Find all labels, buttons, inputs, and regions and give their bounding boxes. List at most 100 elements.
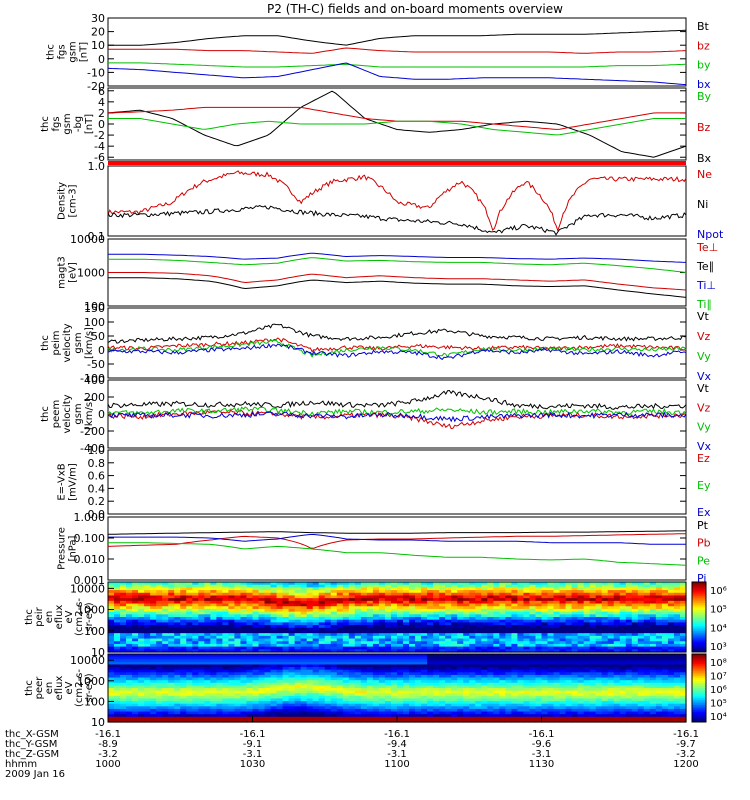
spectrogram-cell: [246, 706, 254, 710]
spectrogram-cell: [336, 598, 344, 602]
spectrogram-cell: [481, 617, 488, 621]
spectrogram-cell: [517, 614, 525, 618]
spectrogram-cell: [288, 584, 296, 588]
spectrogram-cell: [252, 706, 260, 710]
spectrogram-cell: [427, 635, 434, 640]
spectrogram-cell: [180, 617, 187, 621]
spectrogram-cell: [565, 661, 573, 666]
spectrogram-cell: [120, 716, 127, 720]
spectrogram-cell: [547, 619, 555, 623]
spectrogram-cell: [517, 641, 525, 645]
spectrogram-cell: [517, 664, 525, 668]
spectrogram-cell: [601, 669, 609, 673]
spectrogram-cell: [577, 706, 585, 710]
spectrogram-cell: [378, 677, 386, 681]
spectrogram-cell: [511, 641, 519, 645]
spectrogram-cell: [126, 659, 133, 663]
spectrogram-cell: [330, 590, 338, 594]
spectrogram-cell: [421, 677, 428, 681]
spectrogram-cell: [144, 582, 151, 586]
spectrogram-cell: [433, 716, 440, 720]
spectrogram-cell: [174, 654, 181, 658]
spectrogram-cell: [174, 695, 181, 700]
spectrogram-cell: [565, 719, 573, 723]
spectrogram-cell: [523, 677, 531, 681]
spectrogram-cell: [264, 600, 272, 605]
spectrogram-cell: [138, 701, 145, 705]
spectrogram-cell: [384, 682, 392, 686]
spectrogram-cell: [577, 590, 585, 594]
spectrogram-cell: [330, 582, 338, 586]
spectrogram-cell: [348, 617, 356, 621]
spectrogram-cell: [120, 603, 127, 607]
spectrogram-cell: [306, 682, 314, 686]
spectrogram-cell: [348, 716, 356, 720]
spectrogram-cell: [306, 630, 314, 634]
spectrogram-cell: [252, 685, 260, 689]
spectrogram-cell: [384, 708, 392, 713]
spectrogram-cell: [517, 701, 525, 705]
spectrogram-cell: [372, 633, 380, 637]
spectrogram-cell: [366, 608, 374, 613]
y-tick-label: 200: [84, 391, 105, 404]
spectrogram-cell: [487, 603, 494, 607]
spectrogram-cell: [240, 695, 248, 700]
spectrogram-cell: [258, 674, 266, 679]
legend-vy: Vy: [697, 421, 711, 434]
spectrogram-cell: [583, 633, 591, 637]
spectrogram-cell: [288, 649, 296, 653]
spectrogram-cell: [415, 659, 422, 663]
spectrogram-cell: [535, 584, 543, 588]
spectrogram-cell: [384, 685, 392, 689]
spectrogram-cell: [378, 664, 386, 668]
spectrogram-cell: [469, 654, 476, 658]
spectrogram-cell: [463, 719, 470, 723]
spectrogram-cell: [174, 584, 181, 588]
spectrogram-cell: [288, 625, 296, 629]
spectrogram-cell: [481, 592, 488, 597]
spectrogram-cell: [132, 669, 139, 673]
spectrogram-cell: [180, 622, 187, 626]
spectrogram-cell: [300, 603, 308, 607]
spectrogram-cell: [114, 677, 121, 681]
spectrogram-cell: [523, 693, 531, 697]
spectrogram-cell: [138, 714, 145, 718]
spectrogram-cell: [108, 606, 115, 610]
spectrogram-cell: [276, 688, 284, 692]
spectrogram-cell: [517, 714, 525, 718]
spectrogram-cell: [354, 701, 362, 705]
spectrogram-cell: [541, 584, 549, 588]
spectrogram-cell: [553, 661, 561, 666]
spectrogram-cell: [252, 641, 260, 645]
spectrogram-cell: [553, 627, 561, 632]
spectrogram-cell: [378, 625, 386, 629]
spectrogram-cell: [553, 606, 561, 610]
spectrogram-cell: [336, 701, 344, 705]
spectrogram-cell: [300, 582, 308, 586]
spectrogram-cell: [204, 656, 211, 660]
spectrogram-cell: [144, 622, 151, 626]
spectrogram-cell: [487, 690, 494, 694]
spectrogram-cell: [192, 635, 199, 640]
spectrogram-cell: [354, 669, 362, 673]
spectrogram-cell: [156, 582, 163, 586]
spectrogram-cell: [577, 627, 585, 632]
spectrogram-cell: [204, 719, 211, 723]
spectrogram-cell: [493, 582, 500, 586]
spectrogram-cell: [679, 587, 687, 591]
spectrogram-cell: [342, 701, 350, 705]
spectrogram-cell: [144, 638, 151, 642]
spectrogram-cell: [234, 667, 242, 671]
spectrogram-cell: [511, 690, 519, 694]
spectrogram-cell: [294, 619, 302, 623]
spectrogram-cell: [114, 695, 121, 700]
spectrogram-cell: [378, 659, 386, 663]
spectrogram-cell: [114, 661, 121, 666]
spectrogram-cell: [409, 590, 416, 594]
spectrogram-cell: [288, 598, 296, 602]
spectrogram-cell: [565, 606, 573, 610]
y-axis-label: [mV/m]: [68, 463, 79, 501]
spectrogram-cell: [535, 672, 543, 676]
spectrogram-cell: [204, 643, 211, 648]
spectrogram-cell: [583, 622, 591, 626]
